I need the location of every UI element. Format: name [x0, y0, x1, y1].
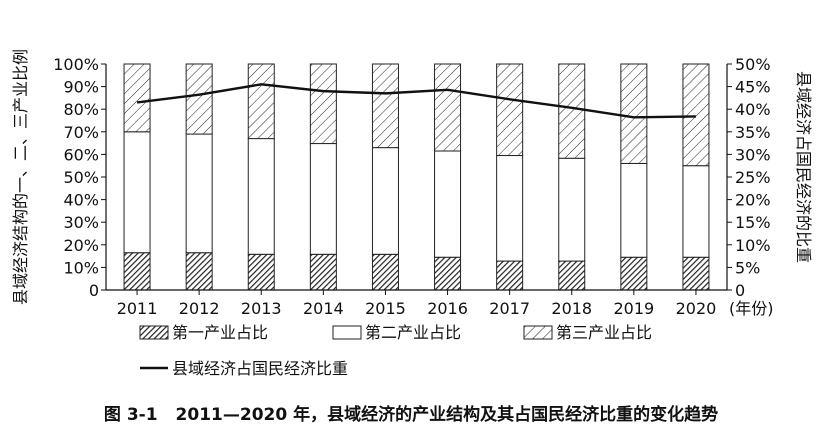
bar-2-2017 [496, 155, 524, 262]
x-tick-label-2012: 2012 [179, 299, 220, 318]
right-tick-label: 20% [735, 191, 771, 210]
chart: 0 10% 20% 30% 40% 50% 60% 70% 80% 90% 100% 0 5% 10% 15… [11, 49, 813, 378]
right-tick-label: 5% [735, 258, 760, 277]
left-tick-label: 80% [63, 100, 99, 119]
bar-3-2015 [371, 63, 399, 149]
right-tick-label: 25% [735, 168, 771, 187]
bar-1-2011 [123, 252, 151, 291]
right-tick-label: 15% [735, 213, 771, 232]
right-tick-label: 30% [735, 145, 771, 164]
x-tick-label-2015: 2015 [365, 299, 406, 318]
legend-label-1: 第一产业占比 [172, 323, 268, 342]
bar-1-2015 [371, 253, 399, 291]
legend-swatch-3 [523, 325, 553, 340]
axis-labels-group: 县域经济结构的一、二、三产业比例 县域经济占国民经济的比重 [11, 49, 813, 305]
right-tick-label: 40% [735, 100, 771, 119]
bar-3-2017 [496, 63, 524, 157]
bar-2-2016 [434, 150, 462, 258]
series-line [136, 83, 696, 119]
bar-1-2018 [558, 260, 586, 291]
bar-2-2012 [185, 133, 213, 254]
x-tick-label-2020: 2020 [676, 299, 717, 318]
ticks-group: 0 10% 20% 30% 40% 50% 60% 70% 80% 90% 100% 0 5% 10% 15… [53, 55, 773, 318]
left-tick-label: 30% [63, 213, 99, 232]
bar-3-2011 [123, 63, 151, 133]
right-tick-label: 35% [735, 123, 771, 142]
left-tick-label: 60% [63, 145, 99, 164]
left-tick-label: 100% [53, 55, 99, 74]
left-tick-label: 90% [63, 78, 99, 97]
figure-number: 图 3-1 [103, 405, 158, 425]
left-tick-label: 10% [63, 258, 99, 277]
bar-1-2014 [309, 253, 337, 291]
x-tick-label-2014: 2014 [303, 299, 344, 318]
left-tick-label: 0 [89, 281, 99, 300]
left-tick-label: 50% [63, 168, 99, 187]
bar-3-2020 [682, 63, 710, 167]
x-tick-label-2018: 2018 [551, 299, 592, 318]
legend-label-line: 县域经济占国民经济比重 [172, 359, 348, 378]
bar-3-2016 [434, 63, 462, 152]
legend-label-2: 第二产业占比 [365, 323, 461, 342]
left-tick-label: 70% [63, 123, 99, 142]
legend-swatch-1 [139, 325, 169, 340]
bar-3-2018 [558, 63, 586, 159]
figure-caption: 图 3-1 2011—2020 年，县域经济的产业结构及其占国民经济比重的变化趋势 [0, 400, 822, 425]
left-axis-label: 县域经济结构的一、二、三产业比例 [11, 49, 30, 305]
bar-2-2015 [371, 147, 399, 255]
bar-2-2018 [558, 157, 586, 262]
bar-2-2011 [123, 131, 151, 254]
x-tick-label-2019: 2019 [613, 299, 654, 318]
right-tick-label: 0 [735, 281, 745, 300]
bar-3-2019 [620, 63, 648, 164]
left-tick-label: 20% [63, 236, 99, 255]
bar-1-2020 [682, 256, 710, 291]
figure-title: 2011—2020 年，县域经济的产业结构及其占国民经济比重的变化趋势 [175, 405, 719, 425]
bar-1-2012 [185, 252, 213, 291]
bar-3-2013 [247, 63, 275, 140]
bar-1-2016 [434, 256, 462, 291]
left-tick-label: 40% [63, 191, 99, 210]
bar-2-2020 [682, 165, 710, 258]
bar-1-2017 [496, 260, 524, 291]
right-tick-label: 50% [735, 55, 771, 74]
right-axis-label: 县域经济占国民经济的比重 [794, 71, 813, 263]
bar-2-2019 [620, 162, 648, 258]
bar-3-2012 [185, 63, 213, 135]
line-group [136, 83, 697, 119]
right-tick-label: 10% [735, 236, 771, 255]
bar-1-2019 [620, 256, 648, 291]
bar-1-2013 [247, 253, 275, 291]
x-tick-label-2011: 2011 [117, 299, 158, 318]
legend-label-3: 第三产业占比 [556, 323, 652, 342]
bar-2-2013 [247, 138, 275, 255]
bar-2-2014 [309, 143, 337, 255]
bars-group [123, 63, 710, 291]
bar-3-2014 [309, 63, 337, 145]
x-tick-label-2013: 2013 [241, 299, 282, 318]
right-tick-label: 45% [735, 78, 771, 97]
legend-swatch-2 [332, 325, 362, 340]
x-axis-unit: (年份) [729, 299, 774, 318]
x-tick-label-2017: 2017 [489, 299, 530, 318]
x-tick-label-2016: 2016 [427, 299, 468, 318]
